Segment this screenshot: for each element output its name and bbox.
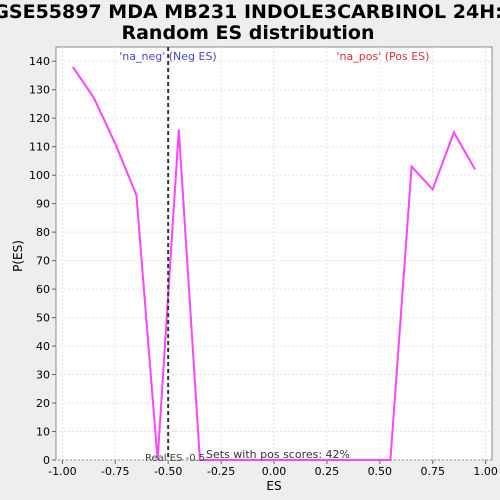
x-tick-label: 0.25 <box>315 465 340 478</box>
chart-title-line2: Random ES distribution <box>121 22 374 44</box>
x-axis-ticks: -1.00 -0.75 -0.50 -0.25 0.00 0.25 0.50 0.75 1.00 <box>48 460 498 478</box>
y-tick-label: 60 <box>36 283 50 296</box>
y-tick-label: 10 <box>36 426 50 439</box>
es-distribution-line <box>72 66 476 461</box>
y-tick-label: 50 <box>36 312 50 325</box>
pos-es-label: 'na_pos' (Pos ES) <box>337 50 430 63</box>
x-tick-label: 0.50 <box>368 465 393 478</box>
y-axis-ticks: 0 10 20 30 40 50 60 70 80 90 100 110 120 130 140 <box>29 55 56 467</box>
y-tick-label: 30 <box>36 369 50 382</box>
pos-scores-label: Sets with pos scores: 42% <box>206 448 350 461</box>
y-tick-label: 80 <box>36 226 50 239</box>
x-tick-label: 0.75 <box>420 465 445 478</box>
x-tick-label: -0.75 <box>101 465 129 478</box>
y-tick-label: 140 <box>29 55 50 68</box>
y-tick-label: 90 <box>36 198 50 211</box>
x-tick-label: 0.00 <box>262 465 287 478</box>
x-tick-label: -1.00 <box>48 465 76 478</box>
y-tick-label: 20 <box>36 397 50 410</box>
y-tick-label: 130 <box>29 84 50 97</box>
x-axis-label: ES <box>266 479 281 493</box>
y-axis-label: P(ES) <box>11 240 25 272</box>
neg-es-label: 'na_neg' (Neg ES) <box>119 50 216 63</box>
y-tick-label: 120 <box>29 112 50 125</box>
y-tick-label: 0 <box>43 454 50 467</box>
y-tick-label: 40 <box>36 340 50 353</box>
y-tick-label: 100 <box>29 169 50 182</box>
x-tick-label: -0.25 <box>207 465 235 478</box>
x-tick-label: -0.50 <box>154 465 182 478</box>
real-es-label: Real ES -0.5 <box>145 453 205 464</box>
y-tick-label: 70 <box>36 255 50 268</box>
y-tick-label: 110 <box>29 141 50 154</box>
x-tick-label: 1.00 <box>473 465 498 478</box>
chart-title-line1: GSE55897 MDA MB231 INDOLE3CARBINOL 24H: <box>0 1 500 23</box>
